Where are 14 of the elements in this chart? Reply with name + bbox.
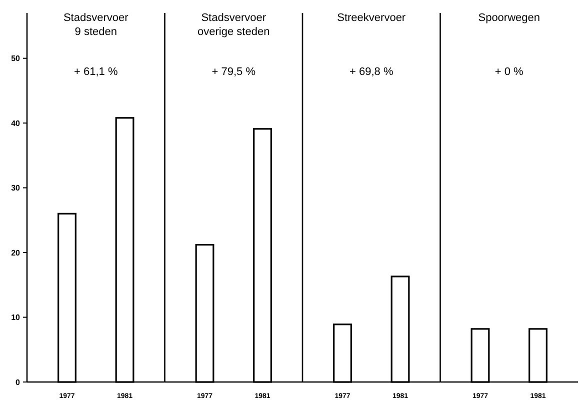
- y-tick-label: 10: [11, 313, 21, 322]
- y-tick-label: 40: [11, 118, 21, 128]
- y-tick-label: 20: [11, 248, 21, 258]
- y-tick-label: 50: [11, 54, 21, 64]
- annotation: + 0 %: [494, 66, 524, 78]
- y-tick-label: 0: [16, 378, 21, 387]
- y-tick-label: 30: [11, 184, 21, 193]
- text: Stadsvervoer overige steden: [198, 12, 270, 38]
- text: Stadsvervoer 9 steden: [63, 12, 129, 38]
- annotation: + 79,5 %: [212, 66, 256, 78]
- annotation: + 61,1 %: [74, 66, 118, 78]
- chart-title: Streekvervoer: [337, 12, 406, 24]
- chart-title: Spoorwegen: [478, 12, 540, 24]
- annotation: + 69,8 %: [350, 66, 394, 78]
